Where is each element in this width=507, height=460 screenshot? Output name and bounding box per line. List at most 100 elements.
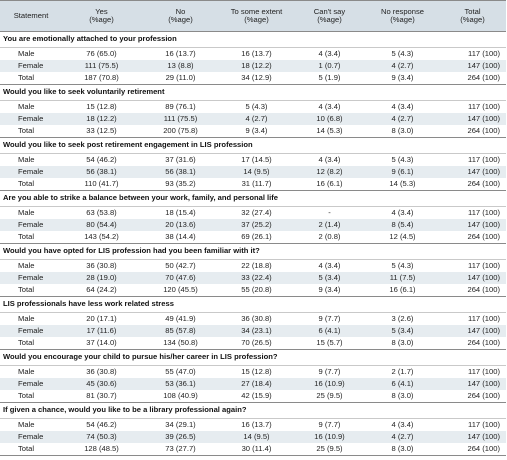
value-cell: 15 (12.8) (220, 365, 293, 378)
value-cell: 2 (0.8) (293, 231, 366, 244)
value-cell: 5 (3.4) (366, 325, 439, 337)
header-unit: (%age) (168, 15, 193, 24)
total-cell: 147 (100) (439, 325, 506, 337)
value-cell: 5 (4.3) (220, 100, 293, 113)
value-cell: 16 (10.9) (293, 431, 366, 443)
group-label: Total (0, 390, 62, 403)
total-cell: 117 (100) (439, 365, 506, 378)
value-cell: 8 (3.0) (366, 443, 439, 456)
value-cell: 143 (54.2) (62, 231, 141, 244)
header-to-some-extent: To some extent (%age) (220, 0, 293, 32)
group-label: Female (0, 60, 62, 72)
value-cell: 5 (4.3) (366, 47, 439, 60)
value-cell: 69 (26.1) (220, 231, 293, 244)
total-cell: 117 (100) (439, 259, 506, 272)
value-cell: - (293, 206, 366, 219)
value-cell: 1 (0.7) (293, 60, 366, 72)
value-cell: 4 (2.7) (366, 431, 439, 443)
value-cell: 25 (9.5) (293, 390, 366, 403)
table-row: Male 36 (30.8) 55 (47.0) 15 (12.8) 9 (7.7) 2 … (0, 365, 506, 378)
value-cell: 12 (4.5) (366, 231, 439, 244)
value-cell: 39 (26.5) (141, 431, 220, 443)
section-title: LIS professionals have less work related… (0, 296, 506, 313)
value-cell: 93 (35.2) (141, 178, 220, 191)
table-row: Total 37 (14.0) 134 (50.8) 70 (26.5) 15 (5.7… (0, 337, 506, 350)
value-cell: 17 (11.6) (62, 325, 141, 337)
section-row: Would you have opted for LIS profession … (0, 243, 506, 260)
section-title: Would you encourage your child to pursue… (0, 349, 506, 366)
value-cell: 4 (3.4) (366, 100, 439, 113)
value-cell: 37 (31.6) (141, 153, 220, 166)
value-cell: 55 (20.8) (220, 284, 293, 297)
group-label: Female (0, 325, 62, 337)
value-cell: 9 (7.7) (293, 312, 366, 325)
group-label: Male (0, 259, 62, 272)
group-label: Total (0, 337, 62, 350)
value-cell: 70 (26.5) (220, 337, 293, 350)
value-cell: 8 (3.0) (366, 337, 439, 350)
total-cell: 147 (100) (439, 113, 506, 125)
group-label: Male (0, 100, 62, 113)
value-cell: 6 (4.1) (366, 378, 439, 390)
section-row: Would you like to seek post retirement e… (0, 137, 506, 154)
table-row: Total 128 (48.5) 73 (27.7) 30 (11.4) 25 (9.5… (0, 443, 506, 456)
value-cell: 14 (9.5) (220, 431, 293, 443)
header-cant-say: Can't say (%age) (293, 0, 366, 32)
group-label: Total (0, 284, 62, 297)
total-cell: 147 (100) (439, 60, 506, 72)
section-title: Would you have opted for LIS profession … (0, 243, 506, 260)
section-title: Would you like to seek post retirement e… (0, 137, 506, 154)
value-cell: 6 (4.1) (293, 325, 366, 337)
header-label: Total (464, 6, 481, 16)
value-cell: 56 (38.1) (141, 166, 220, 178)
table-row: Total 110 (41.7) 93 (35.2) 31 (11.7) 16 (6.1… (0, 178, 506, 191)
group-label: Female (0, 378, 62, 390)
header-label: Can't say (313, 6, 346, 16)
value-cell: 18 (12.2) (220, 60, 293, 72)
value-cell: 9 (6.1) (366, 166, 439, 178)
total-cell: 117 (100) (439, 100, 506, 113)
value-cell: 15 (5.7) (293, 337, 366, 350)
group-label: Total (0, 125, 62, 138)
value-cell: 81 (30.7) (62, 390, 141, 403)
total-cell: 147 (100) (439, 272, 506, 284)
total-cell: 264 (100) (439, 231, 506, 244)
value-cell: 34 (12.9) (220, 72, 293, 85)
value-cell: 4 (3.4) (293, 47, 366, 60)
header-unit: (%age) (390, 15, 415, 24)
value-cell: 27 (18.4) (220, 378, 293, 390)
value-cell: 34 (23.1) (220, 325, 293, 337)
value-cell: 12 (8.2) (293, 166, 366, 178)
value-cell: 28 (19.0) (62, 272, 141, 284)
total-cell: 117 (100) (439, 47, 506, 60)
group-label: Female (0, 272, 62, 284)
table-row: Total 81 (30.7) 108 (40.9) 42 (15.9) 25 (9.5… (0, 390, 506, 403)
header-statement: Statement (0, 0, 62, 32)
value-cell: 9 (7.7) (293, 418, 366, 431)
value-cell: 33 (12.5) (62, 125, 141, 138)
total-cell: 264 (100) (439, 72, 506, 85)
total-cell: 147 (100) (439, 166, 506, 178)
section-title: If given a chance, would you like to be … (0, 402, 506, 419)
value-cell: 9 (7.7) (293, 365, 366, 378)
value-cell: 108 (40.9) (141, 390, 220, 403)
total-cell: 147 (100) (439, 431, 506, 443)
group-label: Female (0, 113, 62, 125)
table-row: Female 45 (30.6) 53 (36.1) 27 (18.4) 16 (10.… (0, 378, 506, 390)
group-label: Male (0, 206, 62, 219)
value-cell: 5 (3.4) (293, 272, 366, 284)
header-no-response: No response (%age) (366, 0, 439, 32)
value-cell: 14 (5.3) (293, 125, 366, 138)
value-cell: 45 (30.6) (62, 378, 141, 390)
value-cell: 36 (30.8) (62, 259, 141, 272)
table-row: Male 15 (12.8) 89 (76.1) 5 (4.3) 4 (3.4) 4 (3… (0, 100, 506, 113)
value-cell: 50 (42.7) (141, 259, 220, 272)
value-cell: 36 (30.8) (220, 312, 293, 325)
value-cell: 30 (11.4) (220, 443, 293, 456)
group-label: Male (0, 47, 62, 60)
value-cell: 187 (70.8) (62, 72, 141, 85)
table-row: Total 64 (24.2) 120 (45.5) 55 (20.8) 9 (3.4)… (0, 284, 506, 297)
value-cell: 31 (11.7) (220, 178, 293, 191)
header-unit: (%age) (317, 15, 342, 24)
